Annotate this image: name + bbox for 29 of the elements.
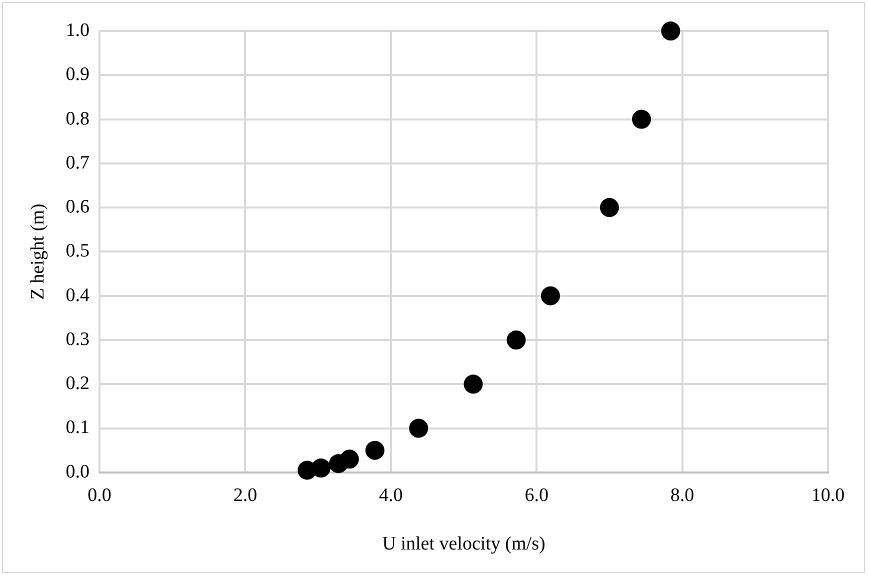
x-tick-label: 0.0 (88, 484, 112, 506)
point (600, 198, 619, 218)
point (365, 440, 384, 460)
x-tick-label: 8.0 (670, 484, 694, 506)
y-tick-label: 0.7 (66, 152, 90, 174)
y-tick-label: 0.9 (66, 64, 90, 86)
x-tick-label: 4.0 (379, 484, 403, 506)
y-tick-label: 0.0 (66, 461, 90, 482)
y-tick-label: 0.6 (66, 196, 90, 218)
y-tick-label: 0.2 (66, 373, 90, 394)
y-tick-label: 1.0 (66, 20, 90, 41)
point (661, 22, 680, 40)
x-tick-label: 10.0 (811, 484, 845, 506)
point (312, 458, 330, 478)
x-axis-title: U inlet velocity (m/s) (382, 534, 546, 555)
y-tick-label: 0.4 (66, 284, 90, 306)
y-tick-label: 0.1 (66, 417, 90, 438)
y-tick-label: 0.5 (66, 240, 90, 262)
point (464, 374, 483, 394)
x-tick-label: 2.0 (233, 484, 258, 506)
y-tick-label: 0.8 (66, 108, 90, 130)
point (540, 286, 560, 306)
y-axis-title: Z height (m) (27, 204, 48, 300)
point (340, 450, 359, 469)
x-tick-label: 6.0 (524, 484, 548, 506)
point (409, 418, 428, 438)
point (632, 110, 652, 129)
y-tick-label: 0.3 (66, 328, 90, 350)
point (506, 330, 526, 350)
